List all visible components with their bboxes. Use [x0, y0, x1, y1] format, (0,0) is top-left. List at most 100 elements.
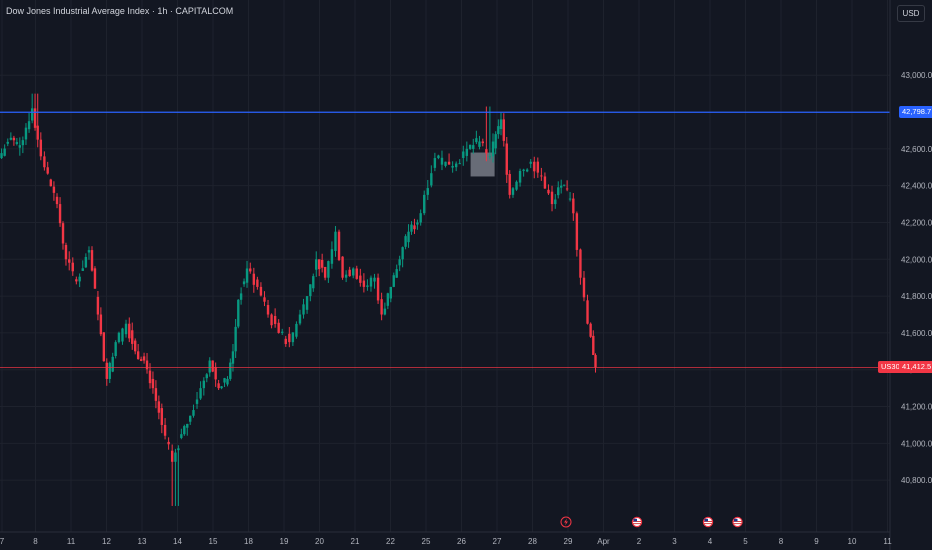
candle-body [478, 141, 481, 147]
candle-body [369, 277, 373, 287]
lightning-icon[interactable] [560, 516, 572, 528]
flag-canton [734, 518, 738, 522]
candle-body [202, 380, 206, 389]
candle-body [491, 141, 495, 157]
candle-body [142, 356, 146, 361]
candle-body [242, 281, 246, 285]
candle-body [525, 169, 529, 172]
candle-body [93, 268, 97, 289]
candle-body [505, 143, 508, 175]
event-markers[interactable] [560, 516, 743, 528]
us-flag-icon[interactable] [732, 516, 743, 528]
candle-body [472, 145, 475, 149]
candle-body [24, 127, 28, 140]
candle-body [151, 378, 155, 389]
candle-body [252, 273, 256, 285]
candle-body [305, 296, 309, 310]
time-tick-label: 8 [779, 537, 784, 546]
candle-body [208, 360, 211, 373]
candle-body [256, 279, 259, 287]
time-tick-label: 25 [422, 537, 431, 546]
candle-body [386, 293, 390, 306]
time-axis[interactable]: 7 8 11 12 13 14 15 18 19 20 21 22 25 26 27 28 29 Apr 2 3 4 5 8… [0, 537, 892, 546]
candle-body [157, 401, 161, 413]
candle-body [389, 286, 392, 299]
us-flag-icon[interactable] [631, 516, 643, 528]
candle-body [540, 175, 543, 177]
candle-body [263, 297, 266, 302]
candle-body [259, 286, 263, 296]
candle-body [562, 184, 566, 186]
candle-body [131, 330, 134, 344]
candle-body [327, 261, 330, 278]
horizontal-lines[interactable] [0, 111, 890, 368]
candle-body [21, 140, 25, 146]
candle-body [237, 299, 240, 327]
candle-body [594, 355, 597, 368]
time-tick-label: 2 [637, 537, 642, 546]
candle-body [488, 156, 492, 158]
time-tick-label: 3 [672, 537, 677, 546]
supply-zone-box [470, 152, 495, 177]
candle-body [220, 386, 223, 389]
candle-body [124, 323, 128, 335]
candlestick-series [0, 93, 597, 506]
candle-body [511, 188, 515, 195]
candle-body [266, 305, 270, 315]
candle-body [410, 224, 413, 232]
candle-body [281, 331, 284, 333]
candle-body [515, 181, 518, 190]
candle-body [557, 187, 560, 196]
candle-body [334, 231, 337, 251]
candle-body [550, 191, 554, 205]
candle-body [81, 268, 84, 271]
candle-body [9, 137, 13, 140]
price-tick-label: 42,400.0 [901, 182, 932, 191]
candle-body [87, 250, 91, 253]
flag-stripe [633, 523, 641, 525]
candle-body [180, 434, 183, 438]
price-axis[interactable]: 40,800.041,000.041,200.041,400.041,600.0… [901, 71, 932, 485]
candle-body [30, 108, 34, 121]
candle-body [376, 277, 380, 301]
price-tick-label: 41,600.0 [901, 329, 932, 338]
symbol-badge: US30 [878, 361, 903, 374]
flag-stripe [704, 523, 712, 525]
candle-body [211, 360, 214, 372]
time-tick-label: 27 [493, 537, 502, 546]
time-tick-label: 21 [351, 537, 360, 546]
candle-body [312, 276, 315, 289]
candle-body [245, 268, 249, 283]
candle-body [18, 145, 22, 148]
price-tick-label: 43,000.0 [901, 71, 932, 80]
candle-body [536, 161, 540, 173]
candle-body [398, 259, 401, 266]
candle-body [205, 374, 208, 379]
time-tick-label: 12 [102, 537, 111, 546]
candle-body [111, 356, 114, 372]
candle-body [508, 173, 511, 195]
candle-body [273, 315, 277, 324]
candle-body [565, 188, 569, 190]
time-tick-label: 22 [386, 537, 395, 546]
candle-body [284, 338, 287, 345]
candle-body [277, 322, 280, 333]
currency-button[interactable]: USD [897, 5, 925, 22]
flag-canton [704, 518, 708, 522]
candle-body [27, 121, 31, 130]
candle-body [592, 335, 595, 356]
candle-body [96, 296, 100, 315]
candle-body [133, 340, 137, 352]
candle-body [160, 408, 164, 425]
flag-canton [633, 518, 637, 522]
candle-body [485, 149, 488, 154]
candle-body [231, 351, 235, 364]
candle-body [568, 198, 572, 200]
candle-body [475, 138, 478, 143]
us-flag-icon[interactable] [702, 516, 714, 528]
price-tick-label: 42,000.0 [901, 255, 932, 264]
candle-body [494, 134, 497, 149]
candle-body [177, 448, 180, 451]
time-tick-label: Apr [597, 537, 610, 546]
